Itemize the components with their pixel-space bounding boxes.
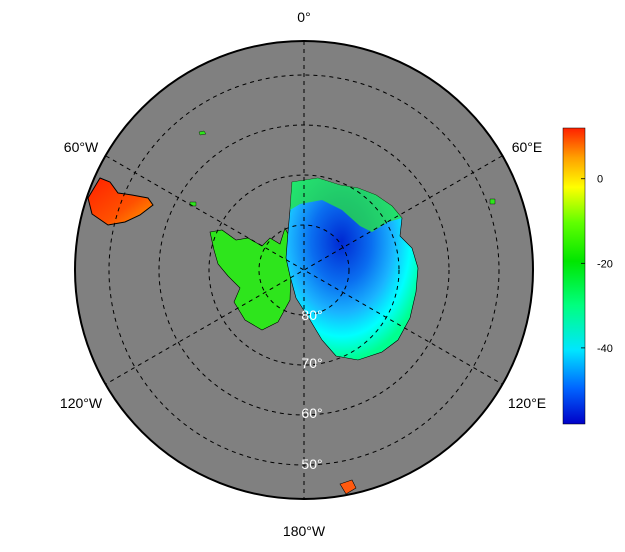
colorbar-tick-label: -40 [597,343,613,355]
colorbar-gradient [562,127,586,425]
new-zealand-island [339,479,357,495]
lon-label-120e: 120°E [508,395,546,411]
colorbar-tick-label: 0 [597,174,603,186]
south-america-landmass [87,177,154,226]
south-sandwich-island [489,198,496,205]
lat-label-70: 70° [301,355,322,371]
antarctica-coastal-rim [290,178,402,232]
lat-label-80: 80° [301,307,322,323]
colorbar-tick-label: -20 [597,258,613,270]
lat-label-50: 50° [301,456,322,472]
lon-label-60e: 60°E [512,139,543,155]
lon-label-60w: 60°W [64,139,99,155]
south-georgia-island [198,130,207,136]
lon-label-180w: 180°W [283,523,326,539]
colorbar: 0 -20 -40 [562,127,613,425]
lat-label-60: 60° [301,405,322,421]
lon-label-0: 0° [297,9,310,25]
lat-circle-70 [208,174,400,366]
lon-label-120w: 120°W [60,395,103,411]
